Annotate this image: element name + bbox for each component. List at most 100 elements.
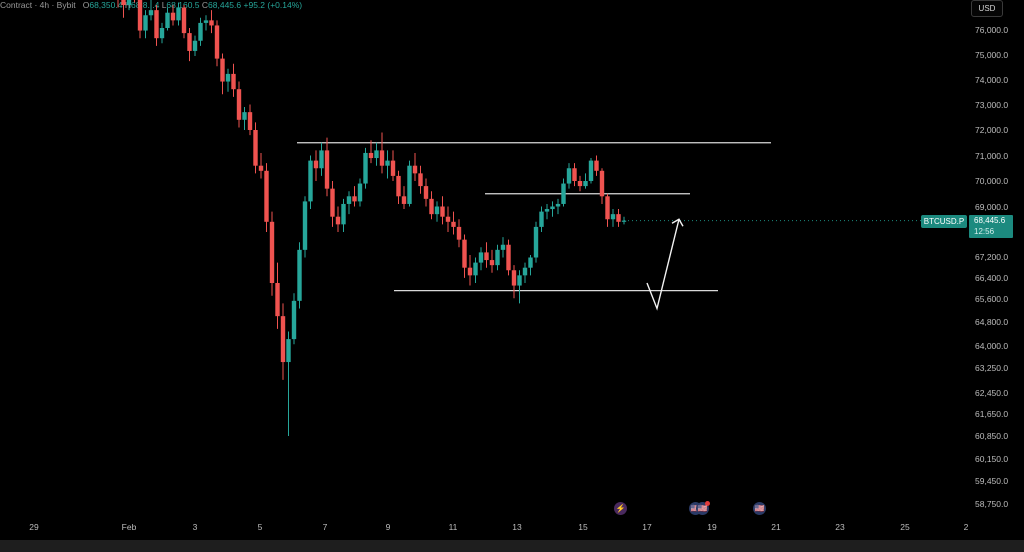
price-tick-label: 72,000.0 bbox=[975, 125, 1008, 135]
candle bbox=[231, 63, 236, 97]
candle bbox=[434, 201, 440, 222]
candle-body bbox=[374, 150, 379, 159]
candle-body bbox=[423, 186, 429, 199]
candle bbox=[346, 191, 352, 215]
candle bbox=[390, 150, 396, 181]
candle bbox=[308, 155, 313, 210]
price-tick-label: 71,000.0 bbox=[975, 151, 1008, 161]
candle-body bbox=[500, 244, 506, 250]
candle-body bbox=[181, 7, 187, 34]
projection-arrow[interactable] bbox=[646, 218, 684, 311]
time-tick-label: 21 bbox=[771, 522, 781, 532]
candle-body bbox=[159, 28, 165, 39]
candle bbox=[187, 28, 192, 62]
candle bbox=[319, 142, 324, 176]
candle-body bbox=[456, 226, 462, 240]
candle-body bbox=[269, 221, 275, 283]
candle bbox=[363, 147, 368, 189]
candle bbox=[170, 5, 176, 26]
price-tick-label: 59,450.0 bbox=[975, 476, 1008, 486]
candle-body bbox=[352, 196, 357, 202]
candle bbox=[418, 165, 423, 194]
legend-low-label: L bbox=[161, 0, 167, 10]
candle-body bbox=[572, 168, 577, 181]
candle bbox=[462, 234, 467, 278]
candle bbox=[555, 198, 561, 215]
candle bbox=[126, 0, 132, 11]
candle bbox=[495, 244, 500, 271]
candle-body bbox=[357, 183, 363, 202]
candle-body bbox=[385, 160, 390, 166]
time-tick-label: 9 bbox=[386, 522, 391, 532]
candle-body bbox=[231, 73, 236, 90]
candle-body bbox=[561, 183, 566, 204]
candle bbox=[396, 170, 401, 204]
flag-glyph: 🇺🇸 bbox=[691, 504, 701, 513]
candle-body bbox=[126, 0, 132, 6]
candle bbox=[286, 331, 291, 436]
candle bbox=[368, 140, 374, 164]
candle bbox=[280, 303, 286, 380]
candle-body bbox=[555, 203, 561, 207]
candle-body bbox=[324, 150, 330, 189]
candle-body bbox=[478, 252, 484, 263]
time-tick-label: 19 bbox=[707, 522, 717, 532]
time-tick-label: 5 bbox=[258, 522, 263, 532]
candle-body bbox=[605, 196, 610, 220]
candle-body bbox=[308, 160, 313, 202]
event-us-flag-icon[interactable]: 🇺🇸 bbox=[753, 502, 766, 515]
time-axis[interactable]: 29 Feb 3 5 7 9 11 13 15 17 19 21 23 25 2 bbox=[29, 522, 968, 532]
candle-body bbox=[616, 214, 621, 222]
candle-body bbox=[566, 168, 572, 184]
candle-body bbox=[264, 170, 269, 222]
candle-body bbox=[214, 25, 220, 59]
time-tick-label: 29 bbox=[29, 522, 39, 532]
candle bbox=[374, 142, 379, 166]
legend-close-value: 68,445.6 bbox=[208, 0, 242, 10]
price-tick-label: 60,850.0 bbox=[975, 431, 1008, 441]
candle bbox=[478, 247, 484, 271]
candle-body bbox=[440, 206, 445, 217]
candle bbox=[264, 163, 269, 232]
candle-body bbox=[533, 226, 539, 258]
candle bbox=[324, 137, 330, 197]
price-tick-label: 65,600.0 bbox=[975, 294, 1008, 304]
candle bbox=[451, 211, 456, 235]
candle bbox=[616, 209, 621, 227]
candle-body bbox=[346, 196, 352, 204]
time-tick-label: 13 bbox=[512, 522, 522, 532]
candle bbox=[588, 158, 594, 184]
candle bbox=[313, 150, 319, 181]
candle-body bbox=[396, 175, 401, 197]
candle bbox=[401, 186, 407, 210]
candle bbox=[407, 160, 412, 207]
candle bbox=[143, 10, 148, 39]
candle-body bbox=[143, 15, 148, 31]
candle bbox=[165, 7, 170, 31]
currency-selector[interactable]: USD bbox=[971, 0, 1003, 17]
candle bbox=[137, 0, 143, 39]
candle-body bbox=[517, 275, 522, 286]
candle-body bbox=[495, 249, 500, 266]
price-tick-label: 75,000.0 bbox=[975, 50, 1008, 60]
event-us-flag-icon[interactable]: 🇺🇸 bbox=[696, 501, 710, 515]
event-bolt-icon[interactable]: ⚡ bbox=[614, 502, 627, 515]
horizontal-levels[interactable] bbox=[297, 142, 968, 292]
time-tick-label: 15 bbox=[578, 522, 588, 532]
candle bbox=[154, 5, 159, 46]
price-axis[interactable]: 76,000.0 75,000.0 74,000.0 73,000.0 72,000.0… bbox=[975, 25, 1008, 509]
candle-body bbox=[621, 220, 627, 222]
candle-body bbox=[390, 160, 396, 176]
candle-body bbox=[335, 216, 341, 225]
time-tick-label: 11 bbox=[449, 522, 458, 532]
candle bbox=[583, 173, 588, 189]
flag-glyph: 🇺🇸 bbox=[754, 504, 765, 513]
candle-body bbox=[544, 209, 550, 212]
price-tick-label: 64,000.0 bbox=[975, 341, 1008, 351]
candle bbox=[594, 155, 599, 176]
candle-body bbox=[379, 150, 385, 166]
candle bbox=[456, 219, 462, 248]
candle-body bbox=[176, 7, 181, 21]
